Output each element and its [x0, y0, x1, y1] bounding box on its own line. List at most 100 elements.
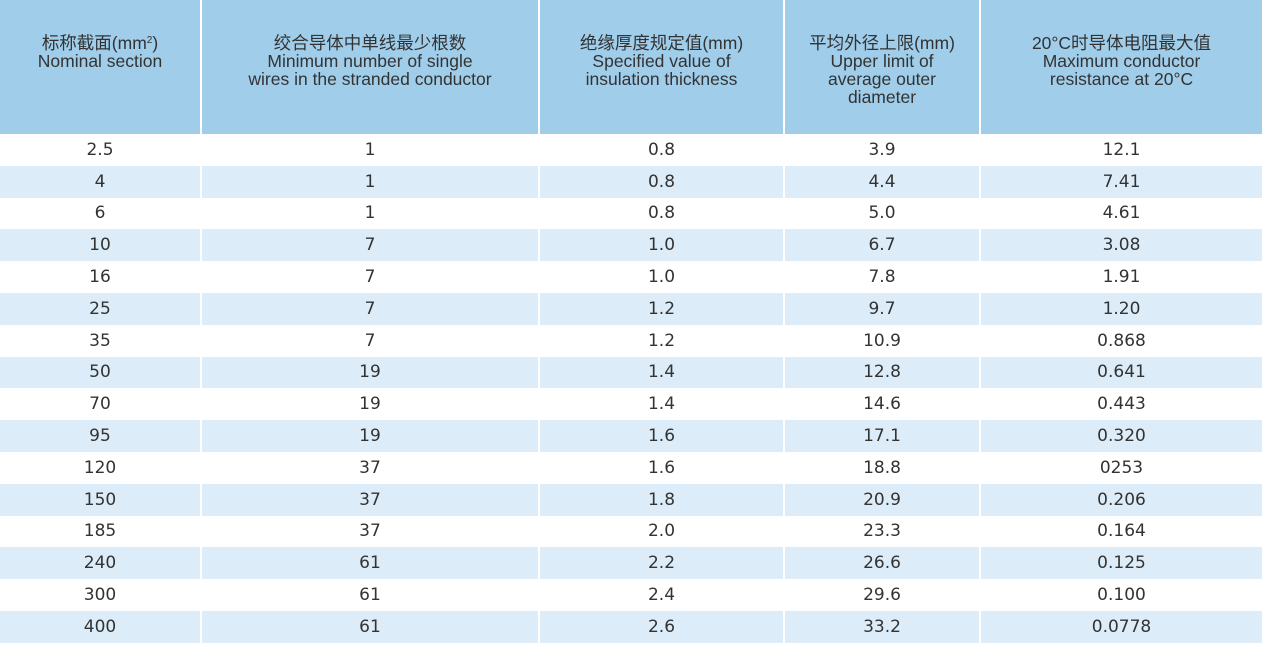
cell-max-resistance: 3.08 [979, 229, 1262, 262]
header-insulation-thickness: 绝缘厚度规定值(mm) Specified value of insulatio… [538, 0, 784, 134]
cell-nominal-section: 185 [83, 521, 117, 542]
header-en-label: Nominal section [37, 51, 163, 71]
cell-min-wires: 37 [200, 451, 539, 484]
cell-insulation-thickness: 0.8 [538, 197, 784, 230]
header-max-resistance: 20°C时导体电阻最大值 Maximum conductor resistanc… [979, 0, 1262, 134]
cell-nominal-section: 400 [83, 616, 117, 637]
cell-nominal-section: 70 [89, 394, 111, 415]
cell-min-wires: 61 [200, 579, 539, 611]
cell-max-resistance: 0.125 [979, 547, 1262, 580]
cell-insulation-thickness: 1.6 [538, 451, 784, 484]
cell-max-resistance: 0.868 [979, 324, 1262, 357]
table-row: 2.5 1 0.8 3.9 12.1 [0, 134, 1262, 166]
cell-insulation-thickness: 1.4 [538, 388, 784, 421]
table-row: 25 7 1.2 9.7 1.20 [0, 292, 1262, 325]
header-zh-label: 20°C时导体电阻最大值 [1031, 33, 1212, 53]
cell-max-resistance: 4.61 [979, 197, 1262, 230]
cell-max-resistance: 0.0778 [979, 610, 1262, 643]
table-row: 300 61 2.4 29.6 0.100 [0, 579, 1262, 611]
header-en-label: Specified value of [592, 51, 731, 71]
table-row: 400 61 2.6 33.2 0.0778 [0, 610, 1262, 643]
cell-min-wires: 7 [200, 292, 539, 325]
cell-nominal-section: 240 [83, 553, 117, 574]
cell-max-resistance: 1.20 [979, 292, 1262, 325]
cell-outer-diameter: 14.6 [783, 388, 980, 421]
header-zh-label: 绝缘厚度规定值(mm) [579, 33, 744, 53]
cell-nominal-section: 2.5 [86, 139, 114, 160]
cell-outer-diameter: 10.9 [783, 324, 980, 357]
cell-nominal-section: 16 [89, 267, 111, 288]
cell-insulation-thickness: 1.6 [538, 420, 784, 452]
cell-min-wires: 1 [200, 134, 539, 166]
cell-min-wires: 37 [200, 483, 539, 516]
table-row: 6 1 0.8 5.0 4.61 [0, 197, 1262, 230]
table-row: 120 37 1.6 18.8 0253 [0, 451, 1262, 484]
cell-min-wires: 37 [200, 515, 539, 548]
header-zh-label: 绞合导体中单线最少根数 [273, 33, 467, 53]
cell-insulation-thickness: 0.8 [538, 165, 784, 198]
table-row: 50 19 1.4 12.8 0.641 [0, 356, 1262, 389]
header-row: 标称截面(mm2) Nominal section 绞合导体中单线最少根数 Mi… [0, 0, 1262, 134]
cell-outer-diameter: 3.9 [783, 134, 980, 166]
cell-min-wires: 61 [200, 610, 539, 643]
cell-nominal-section: 4 [94, 171, 106, 192]
table-row: 16 7 1.0 7.8 1.91 [0, 261, 1262, 293]
cell-nominal-section: 10 [89, 235, 111, 256]
cell-insulation-thickness: 1.2 [538, 292, 784, 325]
header-en-label: Minimum number of single [267, 51, 473, 71]
cell-insulation-thickness: 0.8 [538, 134, 784, 166]
cell-insulation-thickness: 1.4 [538, 356, 784, 389]
cell-nominal-section: 6 [94, 203, 106, 224]
table-row: 95 19 1.6 17.1 0.320 [0, 420, 1262, 452]
header-outer-diameter: 平均外径上限(mm) Upper limit of average outer … [783, 0, 980, 134]
table-row: 185 37 2.0 23.3 0.164 [0, 515, 1262, 548]
header-en-label: Maximum conductor [1042, 51, 1201, 71]
header-zh-label: 平均外径上限(mm) [809, 33, 955, 53]
table-row: 240 61 2.2 26.6 0.125 [0, 547, 1262, 580]
cell-insulation-thickness: 2.2 [538, 547, 784, 580]
cell-outer-diameter: 5.0 [783, 197, 980, 230]
cell-outer-diameter: 18.8 [783, 451, 980, 484]
cell-nominal-section: 25 [89, 298, 111, 319]
header-zh-label: 标称截面(mm2) [41, 33, 159, 53]
header-en-label: wires in the stranded conductor [248, 69, 492, 89]
cell-nominal-section: 50 [89, 362, 111, 383]
table-row: 70 19 1.4 14.6 0.443 [0, 388, 1262, 421]
cell-insulation-thickness: 1.0 [538, 261, 784, 293]
table-row: 10 7 1.0 6.7 3.08 [0, 229, 1262, 262]
cell-min-wires: 7 [200, 261, 539, 293]
header-en-label: Upper limit of [830, 51, 934, 71]
cell-min-wires: 7 [200, 229, 539, 262]
table-header: 标称截面(mm2) Nominal section 绞合导体中单线最少根数 Mi… [0, 0, 1262, 134]
cell-insulation-thickness: 2.4 [538, 579, 784, 611]
cell-outer-diameter: 23.3 [783, 515, 980, 548]
cell-max-resistance: 0.320 [979, 420, 1262, 452]
cell-max-resistance: 0.164 [979, 515, 1262, 548]
cell-min-wires: 7 [200, 324, 539, 357]
cell-max-resistance: 1.91 [979, 261, 1262, 293]
cell-nominal-section: 35 [89, 330, 111, 351]
cell-outer-diameter: 17.1 [783, 420, 980, 452]
cell-insulation-thickness: 2.0 [538, 515, 784, 548]
table-row: 35 7 1.2 10.9 0.868 [0, 324, 1262, 357]
cell-outer-diameter: 33.2 [783, 610, 980, 643]
cell-insulation-thickness: 2.6 [538, 610, 784, 643]
cell-nominal-section: 95 [89, 426, 111, 447]
table-body: 2.5 1 0.8 3.9 12.1 4 1 0.8 4.4 7.41 6 1 0.8 5.0 4.61 10… [0, 134, 1262, 643]
cell-max-resistance: 0.443 [979, 388, 1262, 421]
cell-outer-diameter: 9.7 [783, 292, 980, 325]
cell-insulation-thickness: 1.8 [538, 483, 784, 516]
header-en-label: insulation thickness [585, 69, 738, 89]
cell-outer-diameter: 4.4 [783, 165, 980, 198]
header-en-label: resistance at 20°C [1049, 69, 1194, 89]
cell-insulation-thickness: 1.0 [538, 229, 784, 262]
table-row: 150 37 1.8 20.9 0.206 [0, 483, 1262, 516]
cell-min-wires: 1 [200, 165, 539, 198]
cell-max-resistance: 0253 [979, 451, 1262, 484]
cell-outer-diameter: 7.8 [783, 261, 980, 293]
cell-outer-diameter: 20.9 [783, 483, 980, 516]
cell-nominal-section: 120 [83, 457, 117, 478]
cell-min-wires: 19 [200, 388, 539, 421]
cell-max-resistance: 0.641 [979, 356, 1262, 389]
